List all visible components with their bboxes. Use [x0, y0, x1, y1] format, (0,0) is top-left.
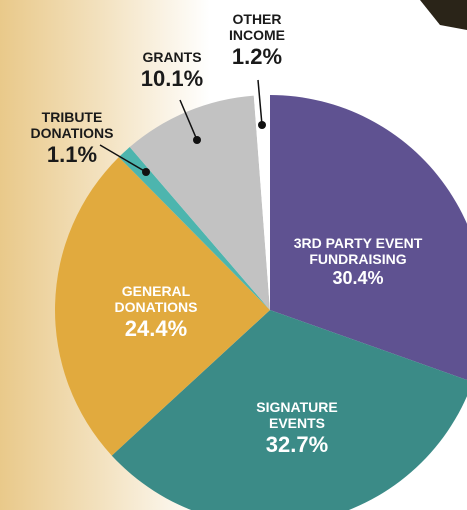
- value-label: 24.4%: [96, 316, 216, 341]
- category: 3RD PARTY EVENT FUNDRAISING: [273, 235, 443, 267]
- category: GRANTS: [127, 49, 217, 65]
- page: 3RD PARTY EVENT FUNDRAISING30.4% SIGNATU…: [0, 0, 467, 510]
- value-label: 1.2%: [217, 44, 297, 69]
- leader-dot: [142, 168, 150, 176]
- decoration: [420, 0, 467, 30]
- value-label: 30.4%: [273, 268, 443, 289]
- leader-dot: [258, 121, 266, 129]
- value-label: 32.7%: [237, 432, 357, 457]
- value-label: 1.1%: [17, 142, 127, 167]
- category: SIGNATURE EVENTS: [237, 399, 357, 431]
- category: OTHER INCOME: [217, 11, 297, 43]
- leader-dot: [193, 136, 201, 144]
- category: TRIBUTE DONATIONS: [17, 109, 127, 141]
- value-label: 10.1%: [127, 66, 217, 91]
- category: GENERAL DONATIONS: [96, 283, 216, 315]
